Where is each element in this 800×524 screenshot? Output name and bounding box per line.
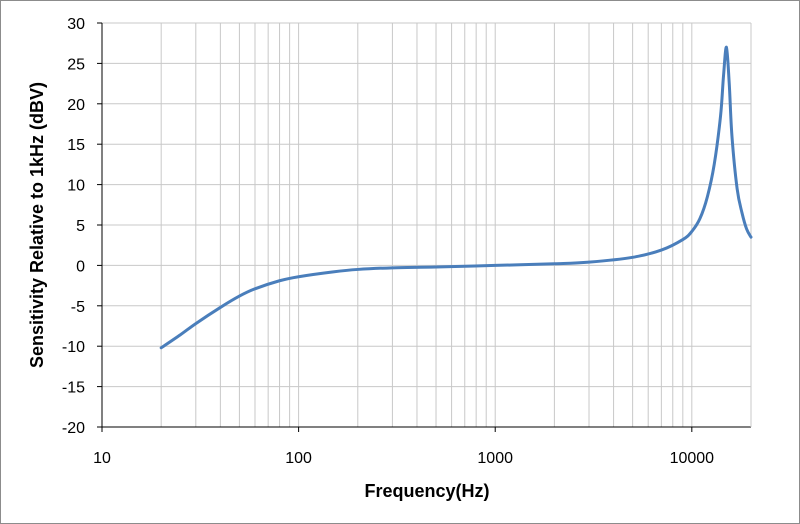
- y-tick-label: 0: [76, 258, 85, 275]
- y-tick-label: 25: [67, 56, 85, 73]
- y-tick-label: -20: [62, 420, 85, 437]
- x-axis-title: Frequency(Hz): [364, 481, 489, 501]
- y-tick-label: -5: [71, 299, 85, 316]
- x-tick-label: 100: [285, 450, 312, 467]
- y-tick-label: 15: [67, 137, 85, 154]
- y-tick-label: 10: [67, 178, 85, 195]
- x-tick-label: 10000: [670, 450, 715, 467]
- y-tick-label: -15: [62, 380, 85, 397]
- y-tick-label: 5: [76, 218, 85, 235]
- grid: [102, 22, 751, 427]
- y-tick-label: 20: [67, 97, 85, 114]
- series-layer: [159, 45, 753, 350]
- series-line: [159, 45, 753, 350]
- y-axis-title: Sensitivity Relative to 1kHz (dBV): [27, 82, 47, 368]
- y-tick-labels: 30 25 20 15 10 5 0 -5 -10 -15 -20: [62, 16, 85, 437]
- x-tick-label: 10: [93, 450, 111, 467]
- y-tick-label: -10: [62, 339, 85, 356]
- axes: [97, 22, 752, 432]
- x-tick-label: 1000: [477, 450, 513, 467]
- y-tick-label: 30: [67, 16, 85, 33]
- x-tick-labels: 10 100 1000 10000: [93, 450, 714, 467]
